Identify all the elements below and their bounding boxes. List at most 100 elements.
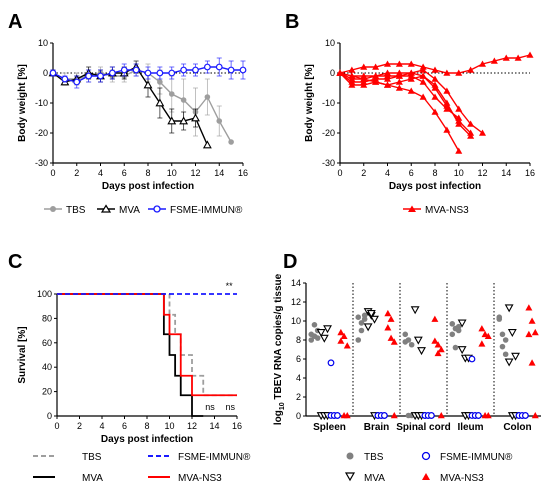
- chart-d-data-point: [308, 337, 315, 343]
- chart-a-xtick-label: 2: [74, 168, 79, 178]
- chart-d-data-point: [381, 412, 388, 419]
- chart-b-ytick-label: -30: [322, 158, 335, 168]
- chart-b-data-point: [467, 66, 475, 73]
- chart-d-y-axis-title: log10 TBEV RNA copies/g tissue: [273, 273, 286, 425]
- legend-label-mva: MVA: [119, 205, 140, 216]
- chart-d-data-point: [504, 304, 514, 313]
- chart-a-data-point: [216, 118, 223, 124]
- chart-a-data-point: [203, 63, 211, 71]
- chart-a-data-point: [155, 98, 165, 107]
- chart-d-data-point: [366, 310, 376, 319]
- chart-a-data-point: [143, 80, 153, 89]
- legend-d-marker-mva: [344, 472, 356, 482]
- chart-c-survival: 0 20 40 60 80 100 0 2 4 6 8 10 12 14 16 Days post infec…: [17, 281, 242, 445]
- chart-b-data-point: [419, 93, 427, 100]
- chart-d-category-label: Spleen: [313, 422, 346, 433]
- legend-marker-fsme: [153, 205, 161, 213]
- legend-marker-mva: [100, 204, 112, 213]
- chart-c-xtick-label: 0: [54, 421, 59, 431]
- legend-d-marker-fsme: [421, 451, 431, 461]
- chart-a-xtick-label: 8: [145, 168, 150, 178]
- chart-a-data-point: [156, 69, 164, 77]
- chart-b-data-point: [467, 132, 475, 139]
- chart-d-data-point: [452, 344, 459, 351]
- chart-d-data-point: [417, 347, 426, 356]
- chart-a-data-point: [167, 116, 177, 125]
- chart-b-y-axis-title: Body weight [%]: [304, 64, 315, 142]
- chart-b-data-point: [348, 66, 356, 73]
- chart-d-data-point: [434, 349, 442, 357]
- chart-c-survival-curve: [57, 293, 237, 397]
- chart-c-xtick-label: 16: [232, 421, 242, 431]
- chart-d-data-point: [457, 319, 467, 328]
- chart-a-y-axis-title: Body weight [%]: [17, 64, 28, 142]
- chart-d-data-point: [355, 337, 362, 343]
- chart-b-data-point: [443, 99, 451, 106]
- chart-c-xtick-label: 14: [209, 421, 219, 431]
- chart-d-data-point: [384, 324, 392, 331]
- chart-d-data-point: [370, 315, 379, 324]
- chart-b-data-point: [395, 60, 403, 67]
- chart-a-x-axis-title: Days post infection: [102, 181, 194, 192]
- chart-b-data-point: [384, 60, 391, 67]
- chart-c-y-axis-title: Survival [%]: [17, 326, 28, 383]
- chart-d-data-point: [387, 315, 395, 322]
- chart-d-y-axis-title-rest: TBEV RNA copies/g tissue: [273, 273, 284, 402]
- chart-b-series-5: [336, 69, 475, 139]
- chart-b-data-point: [479, 129, 486, 136]
- chart-b-data-point: [431, 108, 439, 115]
- chart-d-ytick-label: 12: [291, 297, 301, 307]
- chart-d-data-point: [449, 321, 456, 327]
- chart-b-xtick-label: 12: [477, 168, 487, 178]
- chart-c-xtick-label: 12: [187, 421, 197, 431]
- chart-a-data-point: [61, 75, 69, 83]
- chart-a-data-point: [204, 94, 211, 100]
- chart-c-xtick-label: 6: [122, 421, 127, 431]
- chart-a-xtick-label: 12: [190, 168, 200, 178]
- legend-d-label-mva-ns3: MVA-NS3: [440, 473, 484, 484]
- chart-d-data-point: [358, 320, 365, 326]
- legend-d-label-tbs: TBS: [364, 452, 384, 463]
- chart-a-data-point: [191, 113, 200, 122]
- chart-a-data-point: [228, 139, 234, 145]
- chart-d-data-point: [384, 309, 392, 317]
- chart-d-data-point: [455, 323, 462, 330]
- chart-a-weight: -30 -20 -10 0 10 0 2 4 6 8 10 12 14 16 Days post infec…: [17, 38, 248, 192]
- chart-b-xtick-label: 8: [432, 168, 437, 178]
- chart-d-data-point: [334, 412, 341, 419]
- chart-c-survival-curve: [57, 293, 204, 417]
- chart-a-data-point: [73, 78, 81, 86]
- chart-b-data-point: [407, 75, 415, 82]
- chart-d-data-point: [522, 412, 529, 419]
- chart-d-y-axis-title-sub: 10: [279, 402, 286, 410]
- chart-a-xtick-label: 0: [50, 168, 55, 178]
- chart-b-xtick-label: 2: [361, 168, 366, 178]
- chart-a-data-point: [49, 69, 57, 77]
- chart-d-data-point: [484, 412, 492, 419]
- chart-c-ytick-label: 40: [42, 362, 52, 372]
- panel-letter-c: C: [8, 251, 22, 273]
- chart-d-data-point: [327, 359, 335, 367]
- chart-b-data-point: [407, 60, 415, 67]
- chart-d-ytick-label: 6: [296, 354, 301, 364]
- chart-a-data-point: [227, 66, 235, 74]
- chart-b-data-point: [443, 69, 451, 76]
- chart-b-data-point: [455, 105, 463, 112]
- legend-label-mva-ns3: MVA-NS3: [425, 205, 469, 216]
- chart-d-data-point: [408, 341, 415, 348]
- chart-a-xtick-label: 10: [167, 168, 177, 178]
- chart-d-data-point: [355, 314, 362, 321]
- chart-c-ytick-label: 20: [42, 387, 52, 397]
- chart-b-xtick-label: 4: [385, 168, 390, 178]
- chart-b-data-point: [384, 75, 391, 82]
- legend-c: TBS FSME-IMMUN® MVA MVA-NS3: [33, 452, 251, 484]
- chart-d-data-point: [478, 340, 486, 347]
- chart-a-data-point: [85, 72, 93, 80]
- chart-d-data-point: [478, 325, 486, 332]
- chart-d-data-point: [337, 337, 345, 344]
- chart-d-data-point: [468, 355, 476, 363]
- chart-d-data-point: [531, 328, 539, 336]
- legend-d-label-fsme: FSME-IMMUN®: [440, 452, 513, 463]
- chart-d-ytick-label: 0: [296, 411, 301, 421]
